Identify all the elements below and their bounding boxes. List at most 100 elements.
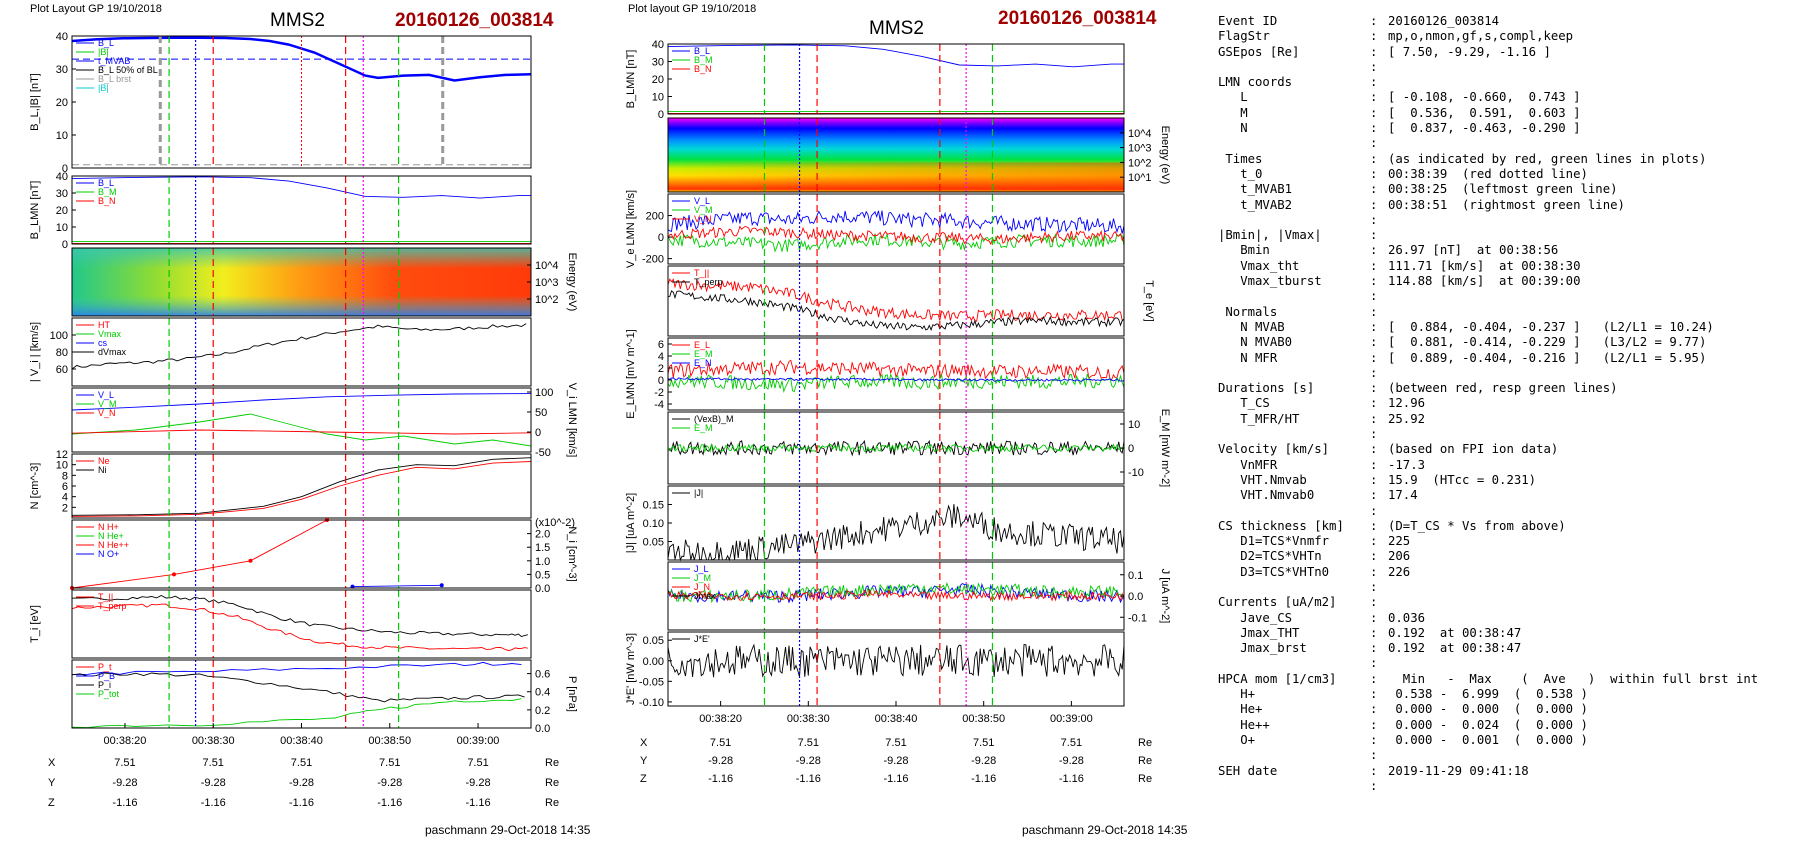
info-row: Velocity [km/s]: (based on FPI ion data) [1218, 442, 1798, 457]
left-legend-4-0: V_L [98, 390, 114, 400]
info-colon: : [1370, 564, 1378, 579]
mid-series-5-e-m [667, 442, 1125, 454]
mid-series-3-t-par [667, 278, 1125, 322]
info-key: L [1218, 90, 1248, 105]
info-key: N MVAB0 [1218, 335, 1293, 350]
left-ytick-label-1-4: 40 [56, 171, 68, 183]
info-key: Velocity [km/s] [1218, 442, 1330, 457]
info-value: 111.71 [km/s] at 00:38:30 [1388, 258, 1581, 273]
mid-ytick-label-1-2: 10^3 [1128, 143, 1152, 155]
mid-panel-frame-3 [667, 265, 1125, 337]
mid-panel-6: 0.05 0.10 0.15 |J| [uA m^-2] |J| [625, 485, 1125, 562]
mid-series-8-j-e- [667, 643, 1125, 678]
info-value: [ 0.884, -0.404, -0.237 ] (L2/L1 = 10.24… [1388, 319, 1714, 334]
left-xtick-label-3: 00:38:50 [368, 735, 411, 747]
info-row: D2=TCS*VHTn:206 [1218, 549, 1798, 564]
left-ytick-label-5-0: 2 [62, 502, 68, 514]
mid-ytick-label-8-2: 0.00 [643, 656, 664, 668]
left-ytick-label-0-3: 30 [56, 64, 68, 76]
mid-legend-4-0: E_L [694, 340, 710, 350]
mid-ylabel-6: |J| [uA m^-2] [625, 493, 637, 553]
left-panel-frame-3 [71, 317, 532, 387]
info-colon: : [1370, 641, 1378, 656]
info-row: : [1218, 213, 1798, 228]
left-panel-4: -50 0 50 100 V_i LMN [km/s] V_LV_MV_N [71, 383, 578, 459]
info-value: [ 0.837, -0.463, -0.290 ] [1388, 121, 1581, 136]
left-ylabel-1: B_LMN [nT] [29, 181, 41, 240]
info-row: : [1218, 504, 1798, 519]
info-key: T_CS [1218, 396, 1270, 411]
left-figure: Plot Layout GP 19/10/2018 MMS2 20160126_… [29, 3, 591, 837]
left-panel-frame-7 [71, 589, 532, 659]
info-colon: : [1370, 579, 1378, 594]
left-ytick-label-0-1: 10 [56, 130, 68, 142]
info-row: t_MVAB1:00:38:25 (leftmost green line) [1218, 182, 1798, 197]
left-ylabel-0: B_L,|B| [nT] [29, 73, 41, 131]
info-row: N MVAB: [ 0.884, -0.404, -0.237 ] (L2/L1 … [1218, 320, 1798, 335]
left-ytick-label-8-0: 0.0 [535, 723, 550, 735]
left-ytick-label-6-2: 1.0 [535, 556, 550, 568]
left-legend-0-1: |B| [98, 47, 109, 57]
info-value: 00:38:25 (leftmost green line) [1388, 182, 1618, 197]
mid-ytick-label-2-1: 0 [658, 232, 664, 244]
left-series-8-p-i [71, 672, 525, 703]
left-panel-frame-4 [71, 387, 532, 453]
info-row: Normals: [1218, 305, 1798, 320]
info-value: (as indicated by red, green lines in plo… [1388, 151, 1707, 166]
mid-ytick-label-0-2: 20 [652, 74, 664, 86]
info-value: [ 0.881, -0.414, -0.229 ] (L3/L2 = 9.77) [1388, 335, 1707, 350]
left-series-7-t-perp [71, 603, 528, 652]
info-row: L: [ -0.108, -0.660, 0.743 ] [1218, 90, 1798, 105]
left-panel-frame-8 [71, 659, 532, 729]
left-ephem-label-0: X [48, 757, 56, 769]
info-row: GSEpos [Re]: [ 7.50, -9.29, -1.16 ] [1218, 45, 1798, 60]
mid-series-2-v-l [667, 210, 1125, 234]
info-key: Jmax_THT [1218, 625, 1300, 640]
mid-xtick-label-0: 00:38:20 [699, 713, 742, 725]
mid-panel-frame-7 [667, 561, 1125, 631]
mid-series-2-v-m [667, 232, 1125, 253]
mid-legend-2-1: V_M [694, 205, 713, 215]
mid-ephem-value-1-2: -9.28 [883, 755, 908, 767]
mid-panel-1: 10^1 10^2 10^3 10^4 Energy (eV) [667, 117, 1171, 193]
info-colon: : [1370, 732, 1378, 747]
left-spectrogram-shade [72, 248, 531, 316]
info-key: He++ [1218, 717, 1270, 732]
left-panel-8: 0.0 0.2 0.4 0.6 P [nPa] P_tP_BP_iP_tot [71, 659, 578, 735]
info-value: (based on FPI ion data) [1388, 442, 1559, 457]
left-ephem-label-2: Z [48, 797, 55, 809]
left-series-4-v-m [71, 413, 532, 447]
left-xtick-label-0: 00:38:20 [104, 735, 147, 747]
left-series-3--vi- [71, 323, 527, 370]
left-panel-frame-6 [71, 519, 532, 589]
left-ytick-label-5-2: 6 [62, 481, 68, 493]
left-panel-7: T_i [eV] T_||T_perp [29, 589, 532, 659]
info-colon: : [1370, 212, 1378, 227]
info-key: T_MFR/HT [1218, 411, 1300, 426]
info-value: 0.000 - 0.001 ( 0.000 ) [1388, 732, 1588, 747]
left-ylabel-5: N [cm^-3] [29, 463, 41, 510]
left-legend-0-3: B_L 50% of BL [98, 65, 158, 75]
info-colon: : [1370, 151, 1378, 166]
info-row: : [1218, 60, 1798, 75]
left-ytick-label-5-1: 4 [62, 492, 68, 504]
left-ytick-label-0-4: 40 [56, 31, 68, 43]
info-row: O+: 0.000 - 0.001 ( 0.000 ) [1218, 733, 1798, 748]
left-time-axis: 00:38:20 00:38:30 00:38:40 00:38:50 00:39:00 [104, 723, 499, 747]
left-ytick-label-6-1: 0.5 [535, 569, 550, 581]
mid-ylabel-2: V_e LMN [km/s] [625, 190, 637, 268]
left-ephem-value-1-0: -9.28 [112, 777, 137, 789]
mid-ytick-label-0-0: 0 [658, 109, 664, 121]
info-colon: : [1370, 610, 1378, 625]
mid-ytick-label-6-1: 0.10 [643, 518, 664, 530]
mid-ephem-unit-2: Re [1138, 773, 1152, 785]
info-key: GSEpos [Re] [1218, 44, 1300, 59]
info-colon: : [1370, 90, 1378, 105]
info-row: t_MVAB2:00:38:51 (rightmost green line) [1218, 198, 1798, 213]
mid-xtick-label-4: 00:39:00 [1050, 713, 1093, 725]
left-ephem-value-2-0: -1.16 [112, 797, 137, 809]
mid-ytick-label-4-5: 6 [658, 339, 664, 351]
left-legend-6-1: N He+ [98, 531, 124, 541]
left-ephem-label-1: Y [48, 777, 56, 789]
